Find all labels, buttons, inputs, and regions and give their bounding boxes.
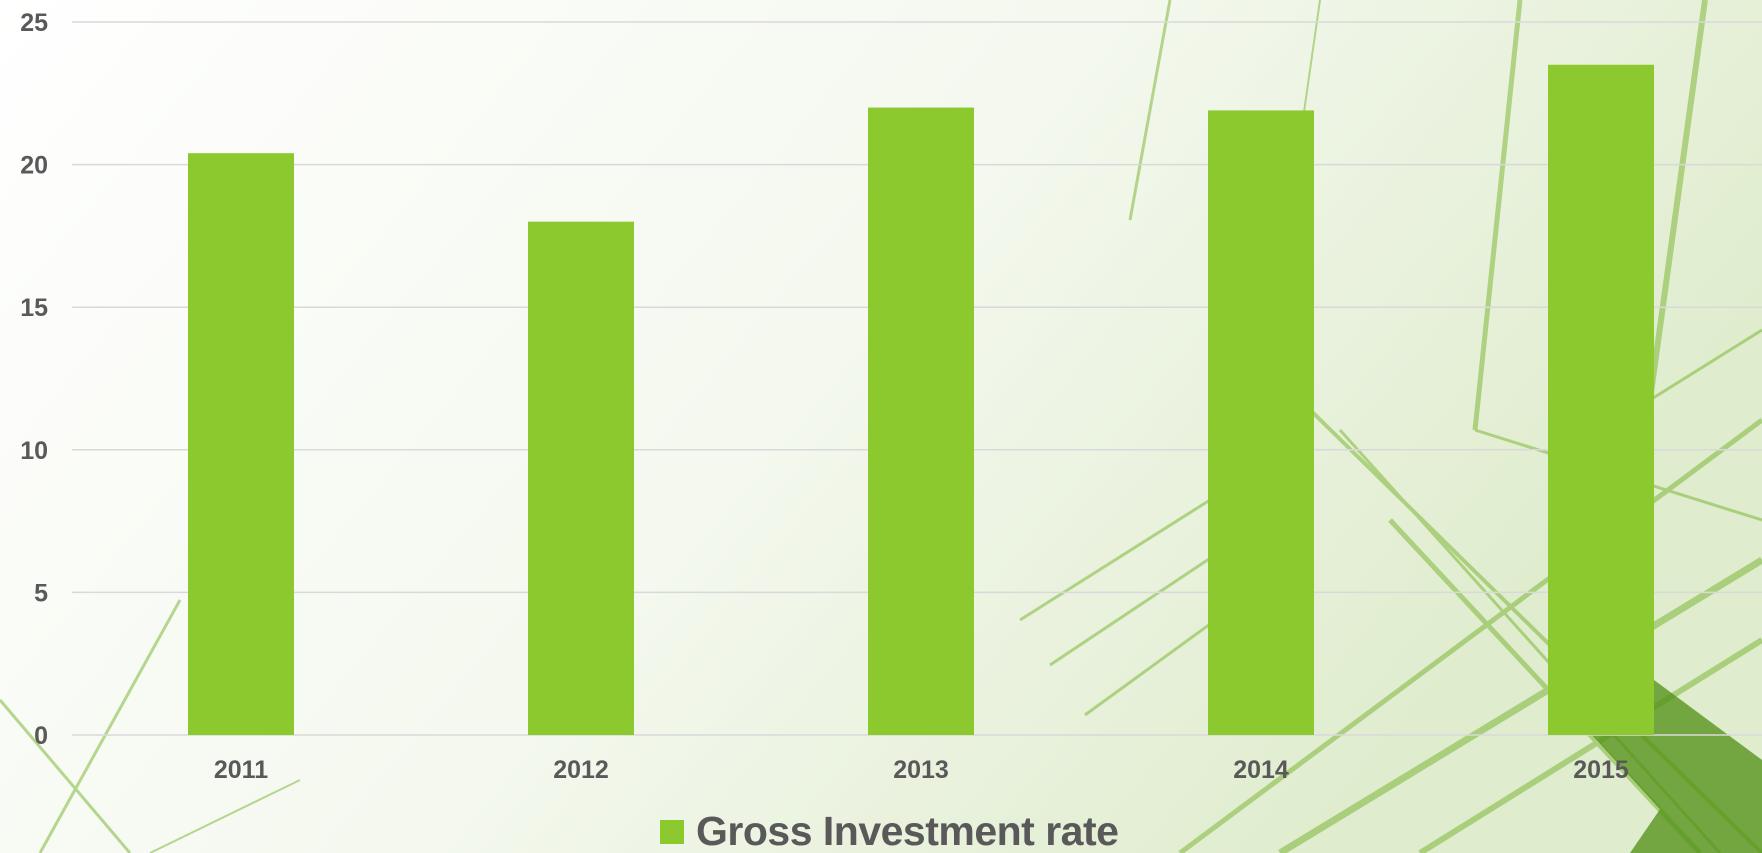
bar-2013 bbox=[868, 107, 974, 735]
bar-2012 bbox=[528, 221, 634, 735]
y-axis-tick-labels: 0 5 10 15 20 25 bbox=[20, 9, 48, 750]
legend: Gross Investment rate bbox=[660, 808, 1119, 853]
x-tick-label: 2013 bbox=[893, 756, 949, 784]
bar-2014 bbox=[1208, 110, 1314, 736]
x-tick-label: 2015 bbox=[1573, 756, 1629, 784]
x-axis-tick-labels: 2011 2012 2013 2014 2015 bbox=[214, 756, 1629, 784]
y-tick-label: 0 bbox=[34, 722, 48, 750]
y-tick-label: 25 bbox=[20, 9, 48, 37]
x-tick-label: 2014 bbox=[1233, 756, 1289, 784]
y-tick-label: 15 bbox=[20, 294, 48, 322]
bar-2015 bbox=[1548, 64, 1654, 735]
y-tick-label: 10 bbox=[20, 437, 48, 465]
bars bbox=[188, 64, 1654, 736]
y-tick-label: 20 bbox=[20, 152, 48, 180]
legend-label: Gross Investment rate bbox=[696, 808, 1119, 853]
x-tick-label: 2012 bbox=[553, 756, 609, 784]
bar-2011 bbox=[188, 153, 294, 735]
x-tick-label: 2011 bbox=[214, 756, 268, 784]
y-tick-label: 5 bbox=[34, 579, 48, 607]
legend-swatch bbox=[660, 819, 684, 844]
